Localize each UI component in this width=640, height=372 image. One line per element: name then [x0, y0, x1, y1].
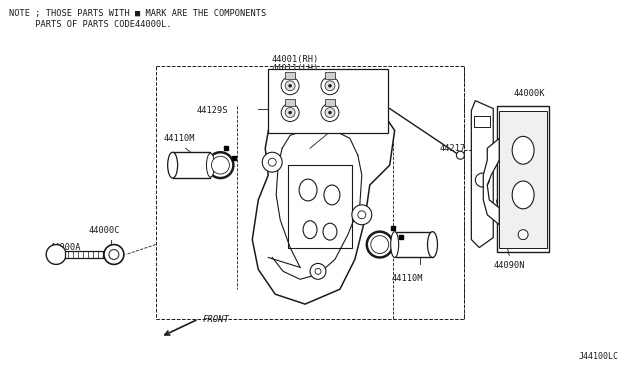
- Ellipse shape: [299, 179, 317, 201]
- Circle shape: [315, 268, 321, 274]
- Circle shape: [518, 230, 528, 240]
- Circle shape: [456, 151, 465, 159]
- Ellipse shape: [390, 232, 399, 257]
- Circle shape: [325, 108, 335, 118]
- Text: 44129S: 44129S: [197, 106, 228, 115]
- Circle shape: [289, 111, 292, 114]
- Ellipse shape: [324, 185, 340, 205]
- Circle shape: [281, 77, 299, 95]
- Ellipse shape: [168, 152, 178, 178]
- Circle shape: [262, 152, 282, 172]
- Text: J44100LC: J44100LC: [579, 352, 619, 361]
- Circle shape: [109, 250, 119, 259]
- Bar: [285, 72, 295, 79]
- Text: 44011(LH): 44011(LH): [271, 64, 319, 73]
- Bar: [156, 66, 465, 319]
- Circle shape: [328, 84, 332, 87]
- Text: 44110M: 44110M: [392, 274, 424, 283]
- Text: 44110M: 44110M: [164, 134, 195, 143]
- Bar: [325, 99, 335, 106]
- Ellipse shape: [207, 153, 214, 177]
- Bar: [285, 99, 295, 106]
- Circle shape: [207, 152, 234, 178]
- Bar: [325, 72, 335, 79]
- Circle shape: [104, 244, 124, 264]
- Polygon shape: [483, 138, 499, 225]
- Bar: [497, 106, 549, 253]
- Circle shape: [325, 81, 335, 91]
- Circle shape: [321, 77, 339, 95]
- Circle shape: [371, 235, 388, 253]
- Circle shape: [310, 263, 326, 279]
- Text: 44000C: 44000C: [89, 226, 120, 235]
- Text: 44000A: 44000A: [49, 243, 81, 251]
- Bar: [395, 232, 433, 257]
- Text: 44000K: 44000K: [513, 89, 545, 98]
- Text: FRONT: FRONT: [202, 315, 229, 324]
- Circle shape: [285, 108, 295, 118]
- Polygon shape: [252, 99, 395, 304]
- Ellipse shape: [303, 221, 317, 238]
- Circle shape: [268, 158, 276, 166]
- Circle shape: [367, 232, 393, 257]
- Circle shape: [281, 104, 299, 122]
- Bar: [268, 69, 388, 134]
- Text: 44001(RH): 44001(RH): [271, 55, 319, 64]
- Bar: [173, 152, 211, 178]
- Bar: [474, 116, 490, 128]
- Polygon shape: [471, 101, 493, 247]
- Text: NOTE ; THOSE PARTS WITH ■ MARK ARE THE COMPONENTS
     PARTS OF PARTS CODE44000L: NOTE ; THOSE PARTS WITH ■ MARK ARE THE C…: [10, 9, 267, 29]
- Circle shape: [211, 156, 229, 174]
- Text: 44217: 44217: [440, 144, 466, 153]
- Circle shape: [289, 84, 292, 87]
- Circle shape: [328, 111, 332, 114]
- Ellipse shape: [428, 232, 438, 257]
- Circle shape: [352, 205, 372, 225]
- Ellipse shape: [512, 137, 534, 164]
- Circle shape: [358, 211, 366, 219]
- Circle shape: [476, 173, 489, 187]
- Circle shape: [321, 104, 339, 122]
- Text: 44090N: 44090N: [493, 262, 525, 270]
- Ellipse shape: [512, 181, 534, 209]
- Bar: [65, 250, 103, 259]
- Ellipse shape: [323, 223, 337, 240]
- Circle shape: [46, 244, 66, 264]
- Bar: [499, 110, 547, 247]
- Circle shape: [285, 81, 295, 91]
